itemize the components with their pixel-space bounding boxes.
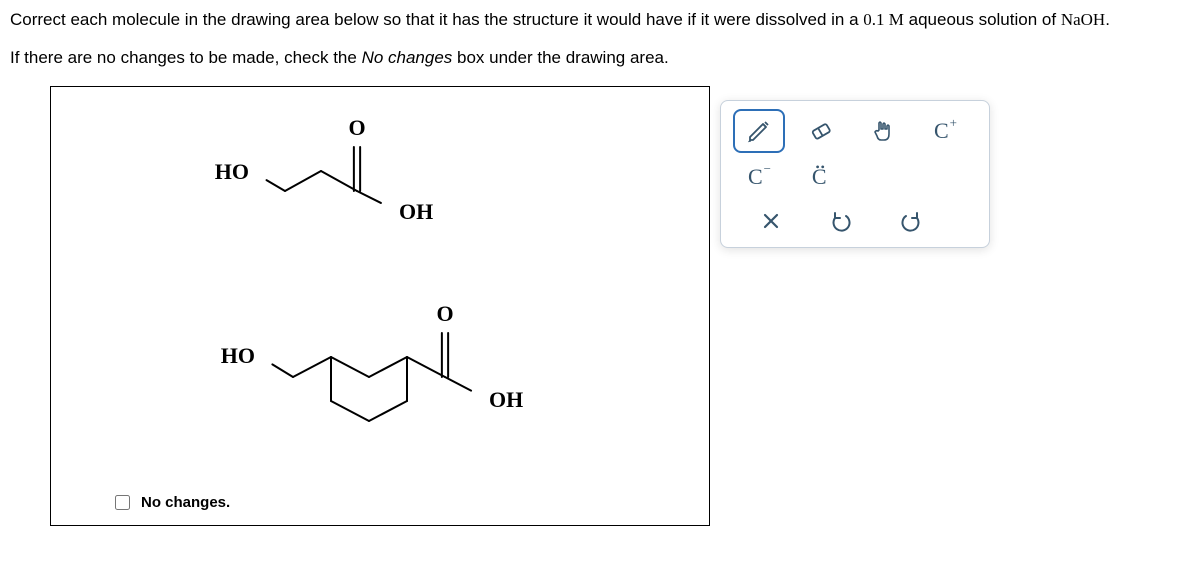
pointer-tool-button[interactable] [859, 111, 907, 151]
drawing-canvas[interactable]: HO O OH HO O OH No changes. [50, 86, 710, 526]
hand-pointer-icon [868, 116, 898, 146]
no-changes-label[interactable]: No changes. [141, 494, 230, 511]
instructions-line-1: Correct each molecule in the drawing are… [10, 8, 1190, 32]
undo-tool-button[interactable] [819, 203, 863, 239]
toolbox-row-2: C− • •C [731, 157, 979, 197]
redo-tool-button[interactable] [889, 203, 933, 239]
instr1-d: NaOH [1061, 10, 1105, 29]
carbocation-sup: + [950, 115, 957, 131]
undo-icon [826, 206, 856, 236]
pencil-icon [744, 116, 774, 146]
no-changes-checkbox[interactable] [115, 495, 130, 510]
toolbox-panel: C+ C− • •C [720, 100, 990, 248]
toolbox-row-3 [731, 203, 979, 239]
svg-text:OH: OH [489, 387, 523, 412]
svg-text:OH: OH [399, 199, 433, 224]
carbanion-tool-button[interactable]: C− [735, 157, 783, 197]
instr1-a: Correct each molecule in the drawing are… [10, 10, 863, 29]
instr2-b: No changes [362, 48, 453, 67]
instr1-e: . [1105, 10, 1110, 29]
clear-tool-button[interactable] [749, 203, 793, 239]
instr1-b: 0.1 M [863, 10, 904, 29]
eraser-icon [806, 116, 836, 146]
carbanion-label: C [748, 164, 763, 190]
carbocation-tool-button[interactable]: C+ [921, 111, 969, 151]
carbanion-sup: − [764, 161, 771, 177]
instr2-c: box under the drawing area. [452, 48, 668, 67]
svg-text:HO: HO [221, 343, 255, 368]
no-changes-row: No changes. [111, 492, 230, 513]
svg-text:O: O [348, 115, 365, 140]
c-radical-tool-button[interactable]: • •C [797, 157, 845, 197]
svg-text:HO: HO [215, 159, 249, 184]
instructions-line-2: If there are no changes to be made, chec… [10, 46, 1190, 70]
molecule-svg: HO O OH HO O OH [51, 87, 711, 527]
instr2-a: If there are no changes to be made, chec… [10, 48, 362, 67]
c-radical-dots: • • [815, 160, 823, 175]
svg-text:O: O [436, 301, 453, 326]
redo-icon [896, 206, 926, 236]
carbocation-label: C [934, 118, 949, 144]
clear-icon [756, 206, 786, 236]
pencil-tool-button[interactable] [735, 111, 783, 151]
instr1-c: aqueous solution of [904, 10, 1061, 29]
toolbox-row-1: C+ [731, 111, 979, 151]
eraser-tool-button[interactable] [797, 111, 845, 151]
